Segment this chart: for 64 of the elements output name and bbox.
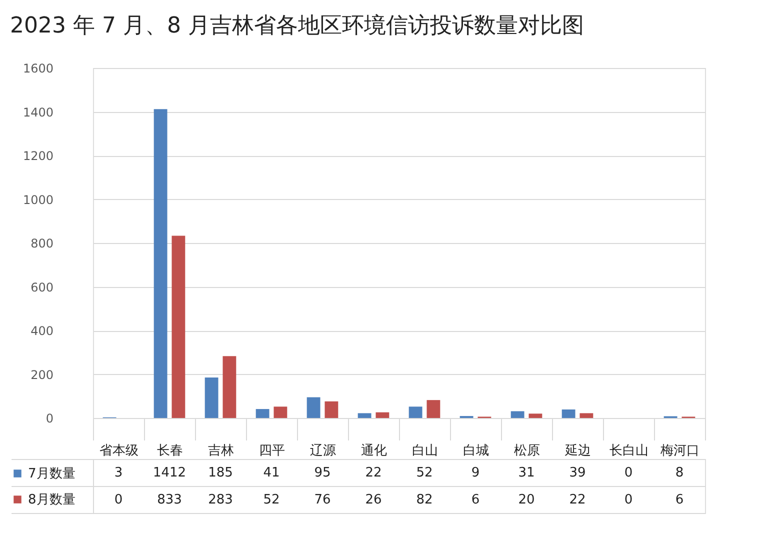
data-label: 0: [624, 466, 633, 480]
data-label: 76: [314, 492, 331, 508]
x-tick-label: 吉林: [208, 444, 234, 458]
data-label: 0: [114, 492, 123, 508]
y-tick-label: 1400: [22, 105, 54, 120]
x-tick-label: 长春: [157, 444, 183, 458]
bar: [358, 413, 372, 418]
data-label: 1412: [152, 466, 186, 480]
data-label: 22: [365, 466, 382, 480]
x-tick-label: 松原: [514, 444, 540, 458]
y-tick-label: 1200: [22, 149, 54, 163]
bar: [172, 236, 186, 418]
data-label: 0: [624, 492, 633, 508]
x-tick-label: 四平: [259, 444, 285, 458]
data-label: 8: [675, 466, 684, 480]
bar: [510, 411, 524, 418]
data-label: 9: [471, 466, 480, 480]
data-label: 52: [263, 492, 280, 508]
y-tick-label: 0: [46, 412, 54, 426]
x-tick-label: 白山: [412, 444, 438, 458]
data-label: 82: [416, 492, 433, 508]
bar: [376, 412, 390, 418]
x-tick-label: 延边: [564, 444, 591, 458]
x-tick-label: 白城: [463, 444, 489, 458]
data-label: 39: [569, 466, 586, 480]
x-tick-label: 长白山: [610, 444, 648, 458]
bar: [204, 378, 218, 418]
data-label: 31: [518, 466, 535, 480]
bar: [222, 356, 236, 418]
x-tick-label: 通化: [361, 444, 387, 458]
bar: [426, 400, 440, 418]
bar: [580, 413, 594, 418]
data-label: 185: [208, 466, 233, 480]
legend-label: 7月数量: [28, 466, 76, 482]
y-tick-label: 200: [30, 368, 54, 382]
y-tick-label: 800: [30, 236, 54, 250]
data-label: 6: [675, 492, 684, 508]
bar: [306, 397, 320, 418]
data-label: 283: [208, 492, 233, 508]
bar: [528, 414, 542, 418]
data-label: 833: [157, 492, 182, 508]
bar: [408, 406, 422, 418]
bar: [274, 406, 288, 418]
chart-title: 2023 年 7 月、8 月吉林省各地区环境信访投诉数量对比图: [10, 14, 584, 38]
x-tick-label: 辽源: [310, 444, 336, 458]
bar: [324, 401, 338, 418]
data-label: 20: [518, 492, 535, 508]
data-label: 22: [569, 492, 586, 508]
data-label: 3: [114, 466, 123, 480]
x-tick-label: 梅河口: [660, 444, 700, 458]
y-tick-label: 1000: [22, 192, 54, 207]
data-label: 52: [416, 466, 433, 480]
legend-label: 8月数量: [28, 492, 76, 508]
y-tick-label: 400: [30, 324, 54, 338]
y-tick-label: 600: [30, 280, 54, 294]
bar: [256, 409, 270, 418]
data-label: 26: [365, 492, 382, 508]
y-tick-label: 1600: [22, 62, 54, 76]
data-label: 6: [471, 492, 480, 508]
bar: [562, 409, 576, 418]
bar: [154, 109, 168, 418]
data-label: 95: [314, 466, 331, 480]
data-label: 41: [263, 466, 280, 480]
x-tick-label: 省本级: [100, 444, 138, 458]
